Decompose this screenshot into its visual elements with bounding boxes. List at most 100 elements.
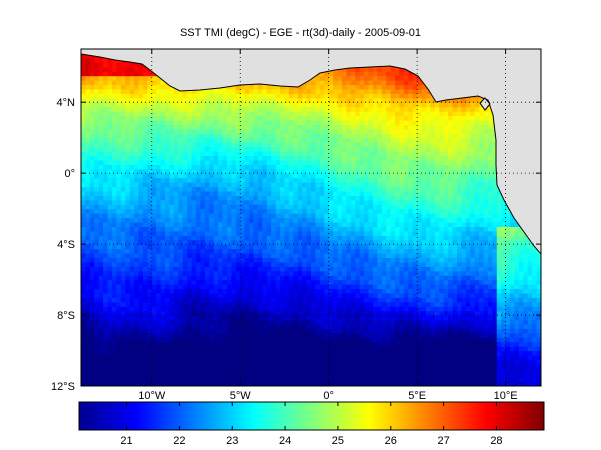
sst-cell [218,195,224,201]
sst-cell [89,341,95,347]
sst-cell [280,199,286,205]
sst-cell [536,270,541,276]
sst-cell [412,266,418,272]
sst-cell [209,266,215,272]
sst-cell [434,315,440,321]
sst-cell [147,328,153,334]
sst-cell [89,354,95,360]
sst-cell [280,266,286,272]
sst-cell [434,323,440,329]
sst-cell [381,323,387,329]
sst-cell [439,306,445,312]
sst-cell [465,315,471,321]
sst-cell [85,173,91,179]
sst-cell [505,244,511,250]
sst-cell [426,182,432,188]
sst-cell [412,288,418,294]
sst-cell [479,244,485,250]
sst-cell [142,177,148,183]
sst-cell [381,341,387,347]
sst-cell [443,323,449,329]
sst-cell [527,323,533,329]
sst-cell [456,230,462,236]
sst-cell [173,195,179,201]
sst-cell [448,332,454,338]
sst-cell [532,248,538,254]
sst-cell [492,301,498,307]
sst-cell [364,279,370,285]
sst-cell [319,275,325,281]
sst-cell [368,328,374,334]
sst-cell [293,301,299,307]
sst-cell [421,323,427,329]
sst-cell [355,275,361,281]
sst-cell [337,359,343,365]
sst-cell [271,319,277,325]
sst-cell [333,354,339,360]
sst-cell [461,315,467,321]
sst-cell [249,354,255,360]
sst-cell [187,208,193,214]
sst-cell [129,208,135,214]
sst-cell [421,204,427,210]
sst-cell [111,288,117,294]
sst-cell [178,235,184,241]
sst-cell [169,248,175,254]
sst-cell [288,337,294,343]
sst-cell [218,257,224,263]
sst-cell [218,377,224,383]
sst-cell [253,235,259,241]
sst-cell [213,306,219,312]
sst-cell [89,323,95,329]
sst-cell [147,337,153,343]
sst-cell [165,204,171,210]
sst-cell [165,306,171,312]
sst-cell [302,213,308,219]
sst-cell [178,341,184,347]
sst-cell [333,230,339,236]
sst-cell [284,239,290,245]
sst-cell [160,279,166,285]
sst-cell [510,377,516,383]
sst-cell [479,239,485,245]
sst-cell [501,297,507,303]
sst-cell [187,199,193,205]
sst-cell [306,177,312,183]
sst-cell [156,332,162,338]
sst-map[interactable] [80,48,542,387]
sst-cell [213,323,219,329]
sst-cell [134,337,140,343]
sst-cell [430,261,436,267]
sst-cell [218,372,224,378]
sst-cell [200,226,206,232]
sst-cell [182,368,188,374]
sst-cell [187,221,193,227]
sst-cell [443,230,449,236]
sst-cell [129,177,135,183]
sst-cell [412,301,418,307]
sst-cell [173,226,179,232]
sst-cell [395,226,401,232]
sst-cell [328,208,334,214]
sst-cell [209,275,215,281]
sst-cell [173,297,179,303]
sst-cell [196,261,202,267]
sst-cell [244,230,250,236]
sst-cell [111,315,117,321]
sst-cell [474,354,480,360]
sst-cell [288,323,294,329]
sst-cell [319,248,325,254]
sst-cell [536,363,541,369]
sst-cell [173,199,179,205]
sst-cell [496,221,502,227]
sst-cell [293,235,299,241]
sst-cell [213,190,219,196]
sst-cell [178,323,184,329]
sst-cell [487,279,493,285]
sst-cell [487,195,493,201]
sst-cell [465,195,471,201]
sst-cell [196,199,202,205]
sst-cell [315,239,321,245]
sst-cell [311,310,317,316]
sst-cell [182,239,188,245]
